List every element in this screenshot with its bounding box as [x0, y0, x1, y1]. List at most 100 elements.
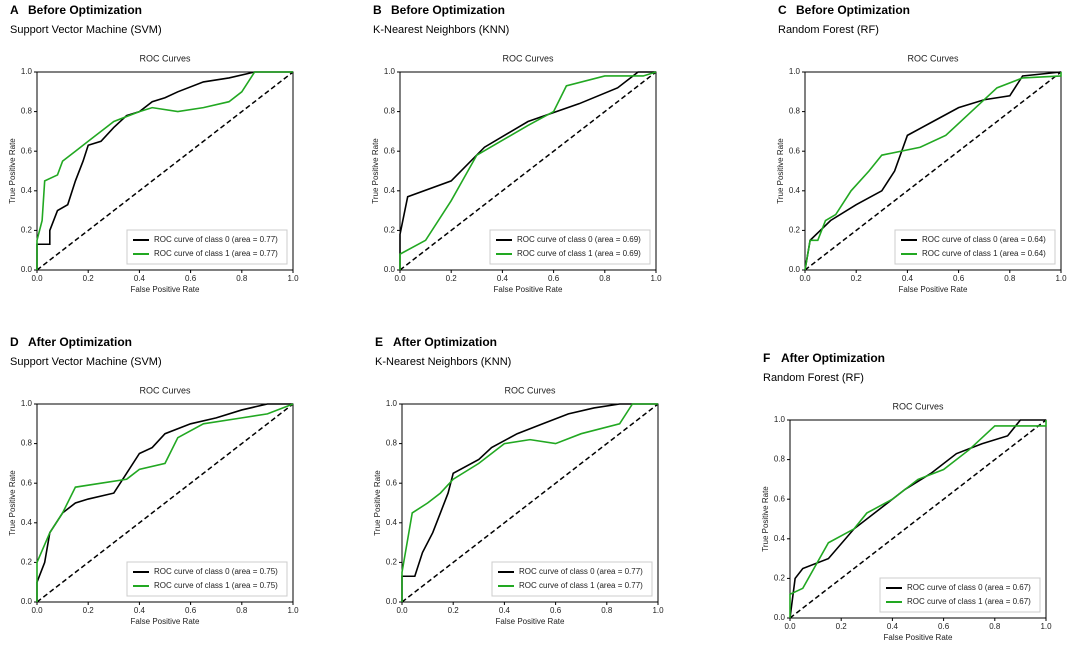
legend-label: ROC curve of class 0 (area = 0.69): [517, 235, 641, 244]
y-tick-label: 0.6: [789, 146, 801, 155]
legend-box: [879, 577, 1041, 613]
y-tick-label: 0.0: [21, 597, 33, 606]
legend-label: ROC curve of class 1 (area = 0.75): [154, 581, 278, 590]
x-tick-label: 0.2: [836, 622, 848, 631]
roc-curve: [399, 71, 657, 270]
x-tick-label: 0.8: [236, 606, 248, 615]
panel-letter: F: [763, 351, 770, 365]
chance-line: [399, 71, 657, 271]
chance-line: [804, 71, 1062, 271]
chart-title: ROC Curves: [504, 385, 556, 395]
roc-curve: [399, 71, 656, 270]
y-tick-label: 0.6: [774, 494, 786, 503]
panel-subtitle: Random Forest (RF): [778, 24, 879, 36]
roc-curve: [36, 71, 293, 270]
y-axis-label: True Positive Rate: [761, 486, 770, 552]
y-tick-label: 0.8: [774, 455, 786, 464]
x-tick-label: 1.0: [652, 606, 664, 615]
roc-curve: [36, 71, 293, 270]
x-tick-label: 0.4: [902, 274, 914, 283]
y-tick-label: 0.2: [774, 574, 786, 583]
chart-title: ROC Curves: [502, 53, 554, 63]
y-tick-label: 0.8: [789, 107, 801, 116]
chance-line: [36, 403, 294, 603]
x-tick-label: 0.4: [134, 274, 146, 283]
y-axis-label: True Positive Rate: [8, 138, 17, 204]
plot-frame: [399, 71, 657, 271]
panel-subtitle: Random Forest (RF): [763, 372, 864, 384]
x-axis-label: False Positive Rate: [131, 617, 200, 626]
x-axis-label: False Positive Rate: [496, 617, 565, 626]
chance-line: [789, 419, 1047, 619]
legend-label: ROC curve of class 1 (area = 0.69): [517, 249, 641, 258]
roc-curve: [401, 403, 658, 602]
panel-heading: After Optimization: [781, 351, 885, 365]
x-tick-label: 1.0: [1055, 274, 1067, 283]
x-tick-label: 0.6: [548, 274, 560, 283]
x-tick-label: 0.2: [448, 606, 460, 615]
legend-label: ROC curve of class 1 (area = 0.67): [907, 597, 1031, 606]
panel-letter: E: [375, 335, 383, 349]
x-tick-label: 0.6: [938, 622, 950, 631]
y-tick-label: 0.0: [386, 597, 398, 606]
legend-box: [491, 561, 653, 597]
y-tick-label: 0.0: [789, 265, 801, 274]
x-tick-label: 0.6: [185, 606, 197, 615]
x-tick-label: 1.0: [287, 274, 299, 283]
chart-title: ROC Curves: [139, 385, 191, 395]
x-tick-label: 0.0: [31, 606, 43, 615]
roc-curve: [804, 71, 1062, 271]
panel-subtitle: K-Nearest Neighbors (KNN): [373, 24, 509, 36]
x-tick-label: 0.8: [599, 274, 611, 283]
legend-label: ROC curve of class 0 (area = 0.77): [519, 567, 643, 576]
legend-label: ROC curve of class 1 (area = 0.77): [519, 581, 643, 590]
x-tick-label: 0.8: [601, 606, 613, 615]
x-axis-label: False Positive Rate: [131, 285, 200, 294]
y-tick-label: 0.2: [21, 226, 33, 235]
plot-frame: [401, 403, 659, 603]
y-tick-label: 1.0: [789, 67, 801, 76]
roc-curve: [789, 420, 1047, 618]
panel-heading: After Optimization: [28, 335, 132, 349]
x-tick-label: 1.0: [287, 606, 299, 615]
legend-label: ROC curve of class 1 (area = 0.77): [154, 249, 278, 258]
y-tick-label: 0.2: [384, 226, 396, 235]
y-tick-label: 0.2: [386, 558, 398, 567]
chart-title: ROC Curves: [139, 53, 191, 63]
y-axis-label: True Positive Rate: [373, 470, 382, 536]
legend-box: [126, 229, 288, 265]
panel-subtitle: Support Vector Machine (SVM): [10, 356, 162, 368]
panel-heading: Before Optimization: [28, 3, 142, 17]
plot-frame: [804, 71, 1062, 271]
legend-box: [894, 229, 1056, 265]
panel-letter: D: [10, 335, 19, 349]
y-axis-label: True Positive Rate: [776, 138, 785, 204]
x-tick-label: 0.0: [784, 622, 796, 631]
y-tick-label: 1.0: [21, 399, 33, 408]
roc-curve: [36, 403, 294, 602]
x-tick-label: 0.2: [851, 274, 863, 283]
y-axis-label: True Positive Rate: [8, 470, 17, 536]
roc-curve: [36, 403, 293, 602]
legend-label: ROC curve of class 0 (area = 0.64): [922, 235, 1046, 244]
y-tick-label: 0.8: [386, 439, 398, 448]
panel-heading: After Optimization: [393, 335, 497, 349]
y-tick-label: 0.4: [386, 518, 398, 527]
y-tick-label: 0.0: [21, 265, 33, 274]
x-tick-label: 0.4: [134, 606, 146, 615]
x-tick-label: 0.4: [497, 274, 509, 283]
x-tick-label: 0.4: [887, 622, 899, 631]
y-tick-label: 0.8: [384, 107, 396, 116]
plot-frame: [36, 71, 294, 271]
roc-curve: [401, 403, 658, 602]
y-tick-label: 0.6: [384, 146, 396, 155]
y-tick-label: 0.6: [386, 478, 398, 487]
x-tick-label: 0.4: [499, 606, 511, 615]
panel-heading: Before Optimization: [796, 3, 910, 17]
y-tick-label: 0.4: [774, 534, 786, 543]
panel-letter: C: [778, 3, 787, 17]
y-tick-label: 0.2: [21, 558, 33, 567]
legend-label: ROC curve of class 1 (area = 0.64): [922, 249, 1046, 258]
legend-box: [126, 561, 288, 597]
